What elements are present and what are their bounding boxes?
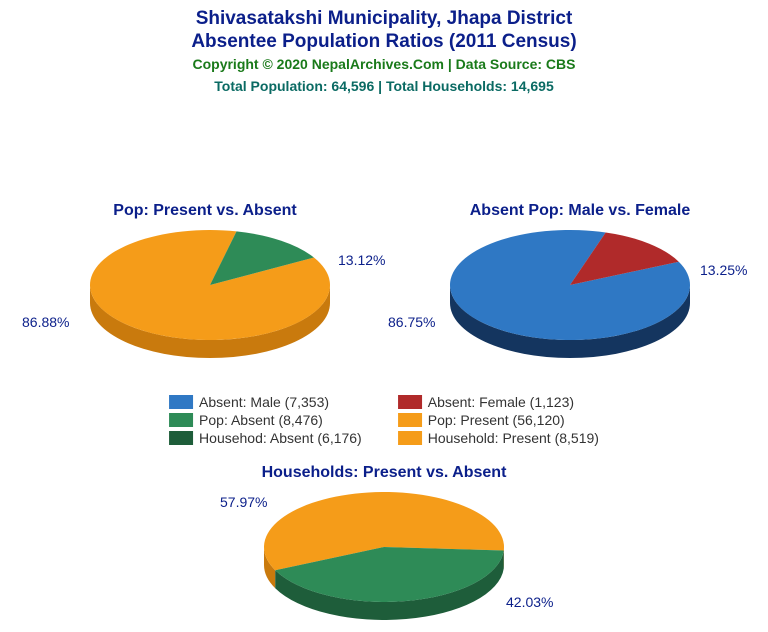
legend-item: Absent: Male (7,353): [169, 394, 362, 410]
totals-line: Total Population: 64,596 | Total Househo…: [0, 78, 768, 94]
legend-swatch: [169, 431, 193, 445]
legend-label: Househod: Absent (6,176): [199, 430, 362, 446]
pie3-label-small: 42.03%: [506, 594, 553, 610]
legend-item: Household: Present (8,519): [398, 430, 599, 446]
legend-swatch: [398, 413, 422, 427]
legend-label: Pop: Absent (8,476): [199, 412, 323, 428]
legend-item: Absent: Female (1,123): [398, 394, 599, 410]
legend-item: Househod: Absent (6,176): [169, 430, 362, 446]
legend-swatch: [169, 413, 193, 427]
pie-households-present-vs-absent: Households: Present vs. Absent 57.97% 42…: [234, 464, 534, 632]
pie-pop-present-vs-absent: Pop: Present vs. Absent 86.88% 13.12%: [60, 202, 360, 370]
pie2-label-big: 86.75%: [388, 314, 435, 330]
legend-label: Household: Present (8,519): [428, 430, 599, 446]
pie1-svg: [80, 220, 340, 370]
legend-label: Absent: Male (7,353): [199, 394, 329, 410]
pie3-title: Households: Present vs. Absent: [234, 464, 534, 482]
legend-swatch: [398, 431, 422, 445]
pie1-label-small: 13.12%: [338, 252, 385, 268]
chart-title-line2: Absentee Population Ratios (2011 Census): [0, 31, 768, 54]
legend: Absent: Male (7,353) Absent: Female (1,1…: [169, 394, 599, 446]
copyright-line: Copyright © 2020 NepalArchives.Com | Dat…: [0, 56, 768, 72]
pie3-label-big: 57.97%: [220, 494, 267, 510]
legend-swatch: [398, 395, 422, 409]
chart-title-line1: Shivasatakshi Municipality, Jhapa Distri…: [0, 8, 768, 31]
pie1-title: Pop: Present vs. Absent: [50, 202, 360, 220]
legend-swatch: [169, 395, 193, 409]
pie-absent-male-vs-female: Absent Pop: Male vs. Female 86.75% 13.25…: [410, 202, 730, 370]
pie1-label-big: 86.88%: [22, 314, 69, 330]
pie2-title: Absent Pop: Male vs. Female: [430, 202, 730, 220]
legend-label: Pop: Present (56,120): [428, 412, 565, 428]
pie2-svg: [440, 220, 700, 370]
legend-item: Pop: Absent (8,476): [169, 412, 362, 428]
pie3-svg: [254, 482, 514, 632]
legend-item: Pop: Present (56,120): [398, 412, 599, 428]
legend-label: Absent: Female (1,123): [428, 394, 574, 410]
pie2-label-small: 13.25%: [700, 262, 747, 278]
